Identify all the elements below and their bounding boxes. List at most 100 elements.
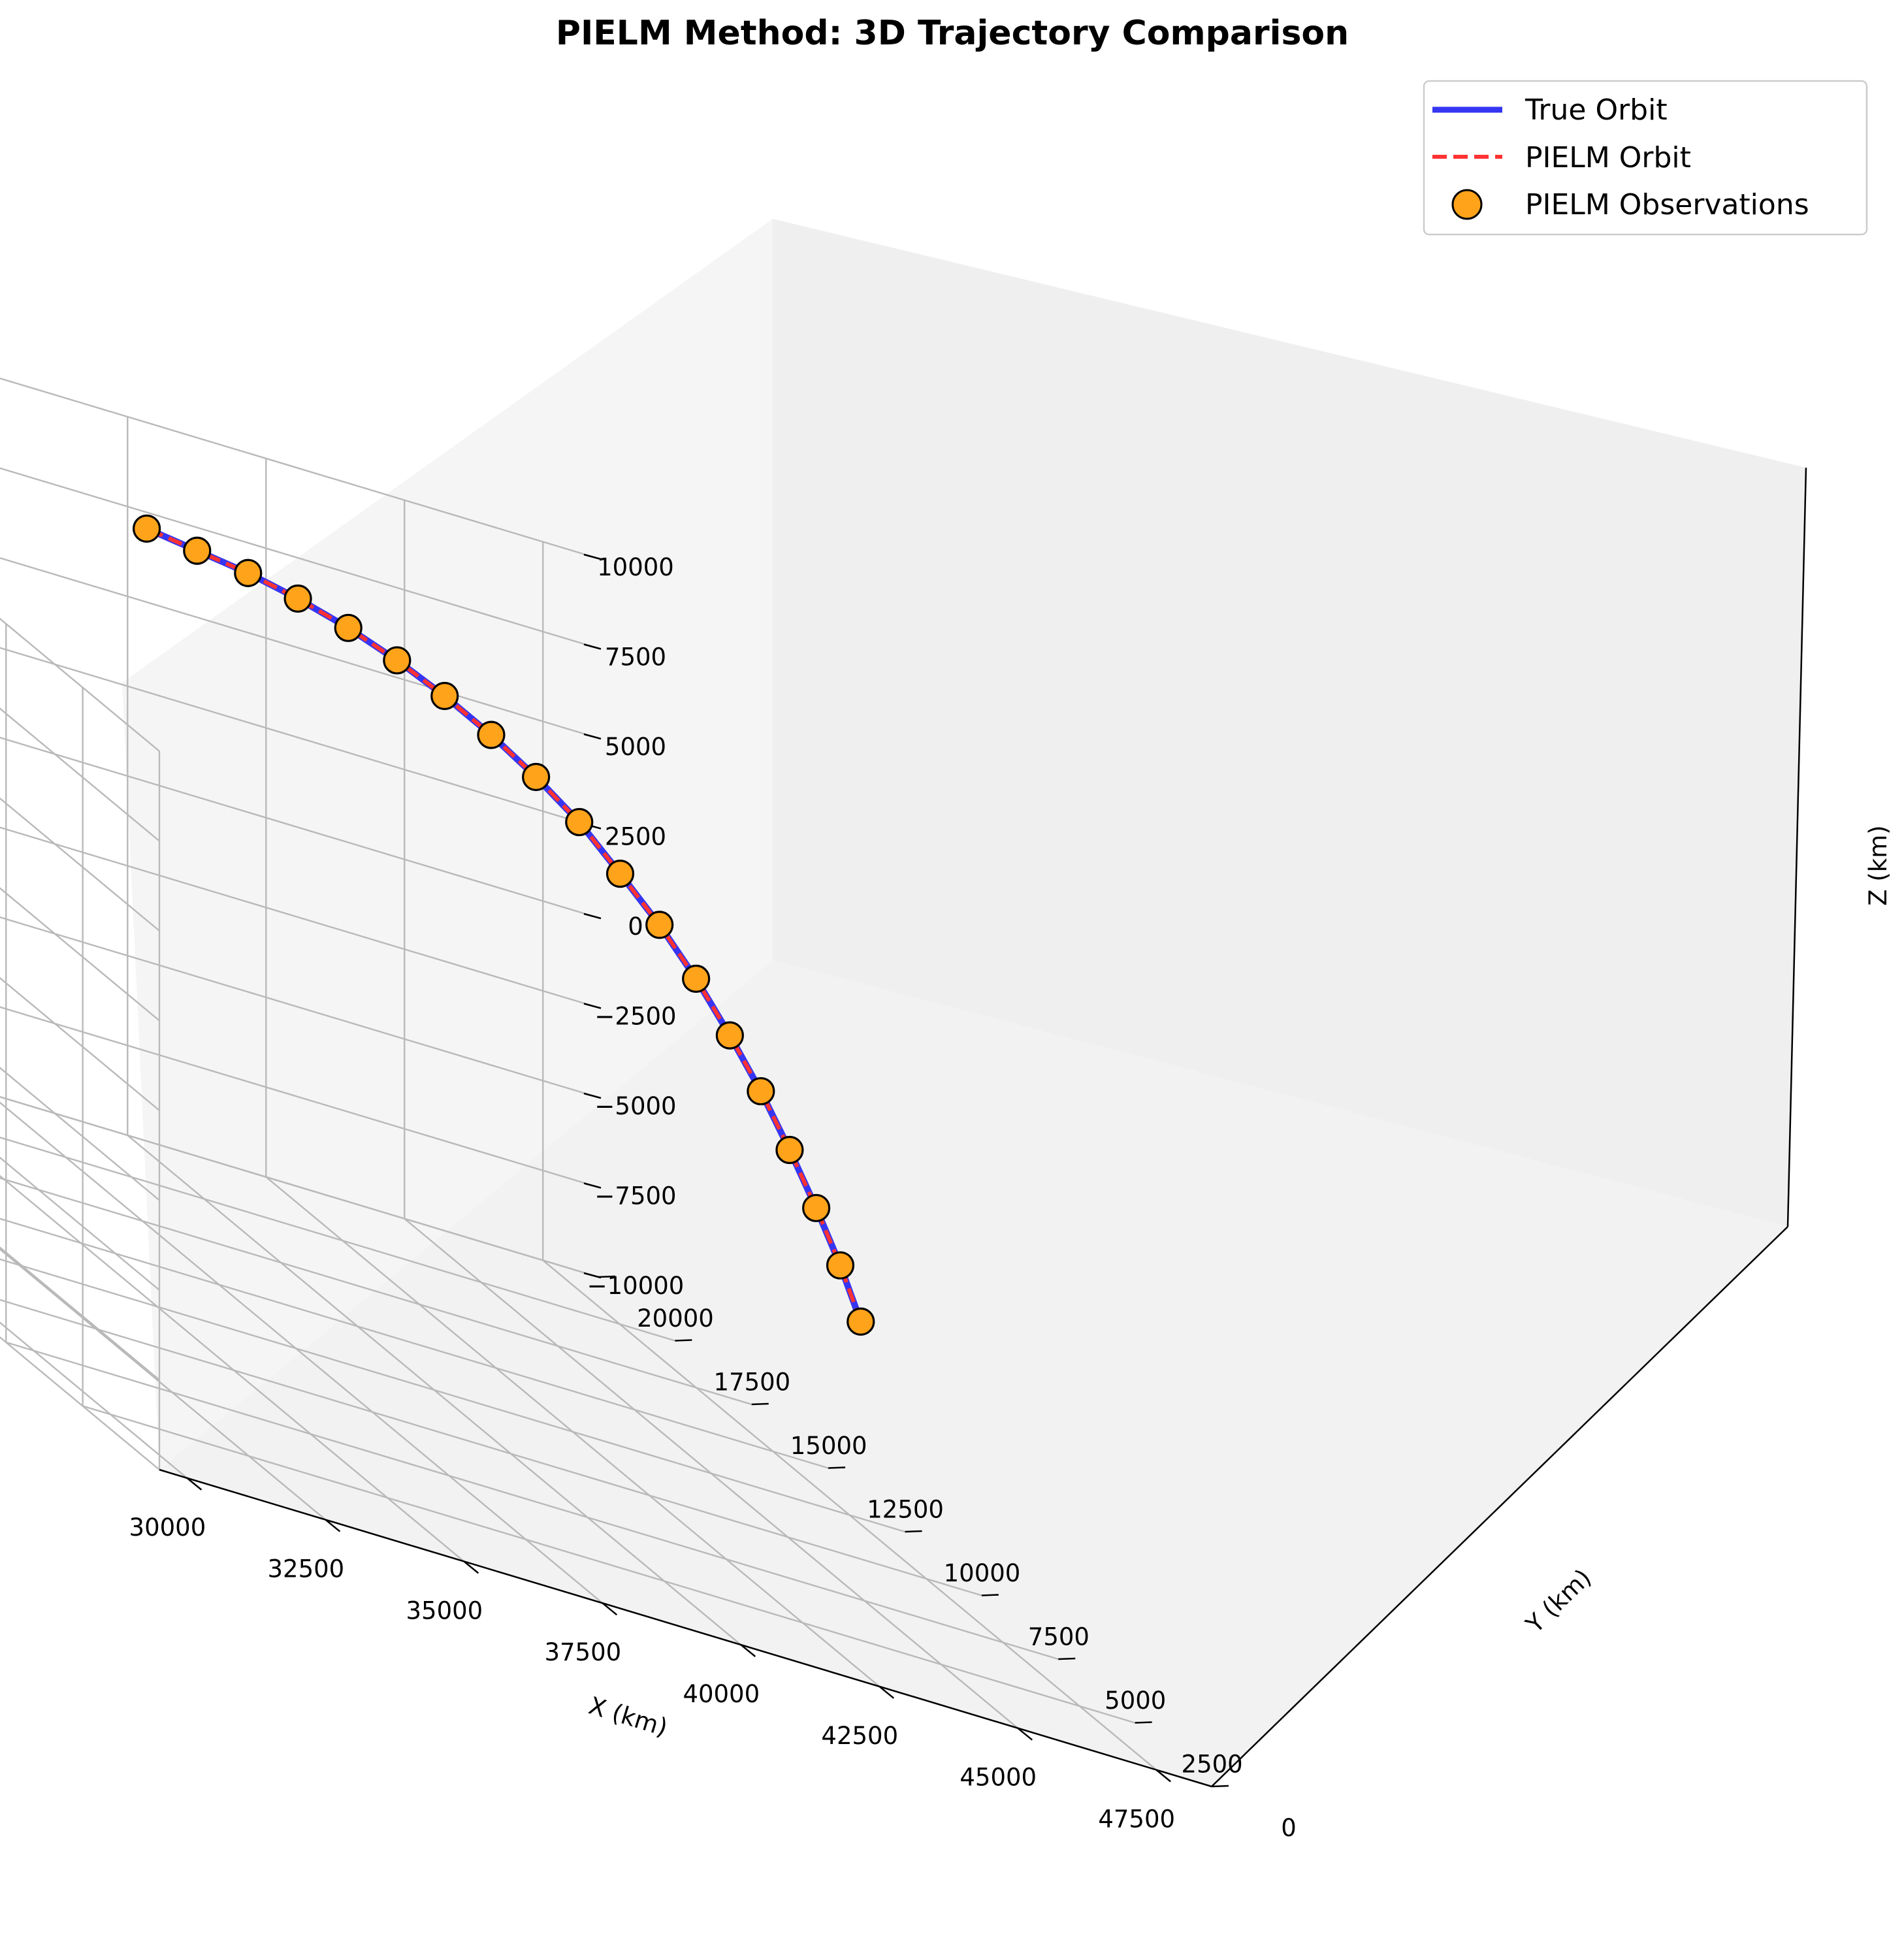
- z-axis-label: Z (km): [1864, 825, 1892, 905]
- chart-title: PIELM Method: 3D Trajectory Comparison: [556, 14, 1349, 53]
- observation-marker: [802, 1193, 831, 1223]
- legend-frame: [1423, 80, 1868, 236]
- z-tick: [583, 913, 602, 920]
- y-tick-label: 2500: [1182, 1751, 1243, 1779]
- y-gridline-floor: [0, 1177, 752, 1406]
- y-tick-label: 5000: [1105, 1687, 1166, 1715]
- y-gridline-floor: [82, 1405, 1135, 1724]
- legend-pielm-orbit-label: PIELM Orbit: [1525, 141, 1691, 174]
- left-pane: [122, 219, 773, 1470]
- z-tick: [583, 643, 602, 650]
- z-tick: [583, 1092, 602, 1099]
- y-tick: [598, 1275, 616, 1278]
- x-tick-label: 47500: [1098, 1805, 1175, 1833]
- y-gridline-floor: [0, 1137, 675, 1342]
- y-gridline-floor: [0, 1258, 905, 1533]
- axis-ticks: 30000 32500 35000 37500 40000 42500 45000 47500…: [129, 553, 1297, 1842]
- z-gridline-left: [0, 797, 160, 931]
- x-tick-label: 40000: [683, 1680, 760, 1708]
- trajectory: [133, 514, 875, 1336]
- z-tick-label: 5000: [605, 733, 666, 761]
- x-axis-label: X (km): [585, 1691, 671, 1741]
- z-gridline-left: [0, 707, 160, 842]
- y-axis-label: Y (km): [1520, 1564, 1596, 1639]
- z-tick-label: 7500: [605, 643, 666, 671]
- observation-marker: [775, 1135, 804, 1165]
- observation-marker: [383, 646, 411, 675]
- observation-marker: [334, 613, 363, 642]
- observation-marker: [477, 720, 506, 749]
- y-tick-label: 7500: [1028, 1623, 1089, 1651]
- z-gridline-left: [0, 617, 160, 752]
- z-gridline-back: [0, 1095, 599, 1278]
- y-gridline-floor: [0, 1218, 829, 1469]
- x-tick: [463, 1560, 479, 1574]
- y-tick: [981, 1594, 999, 1596]
- observation-marker: [430, 681, 459, 711]
- z-gridline-back: [0, 826, 599, 1009]
- observation-marker: [605, 859, 635, 888]
- x-tick: [1017, 1727, 1033, 1741]
- x-tick-label: 30000: [129, 1513, 206, 1542]
- x-tick: [1155, 1769, 1172, 1783]
- y-tick: [1135, 1721, 1152, 1724]
- z-gridline-left: [0, 887, 160, 1022]
- axis-edges: [159, 467, 1807, 1788]
- y-tick-label: 15000: [790, 1432, 867, 1460]
- z-tick-label: 2500: [605, 823, 666, 851]
- legend-observations-label: PIELM Observations: [1525, 188, 1809, 221]
- z-tick-label: 10000: [597, 553, 674, 581]
- z-tick: [583, 1003, 602, 1009]
- x-tick: [879, 1685, 895, 1699]
- z-gridline-left: [0, 1156, 160, 1291]
- z-tick: [583, 733, 602, 740]
- x-tick: [325, 1519, 341, 1532]
- observation-marker: [645, 911, 674, 939]
- legend: True Orbit PIELM Orbit PIELM Observation…: [1423, 80, 1868, 236]
- y-tick-label: 0: [1281, 1814, 1297, 1842]
- z-tick-label: −5000: [594, 1092, 676, 1120]
- z-tick-label: −7500: [594, 1182, 676, 1210]
- z-gridline-left: [0, 1336, 160, 1470]
- observation-marker: [183, 536, 212, 565]
- y-tick: [675, 1339, 692, 1342]
- z-tick: [583, 553, 602, 560]
- legend-observations-marker: [1451, 189, 1483, 220]
- observation-marker: [715, 1021, 744, 1050]
- observation-marker: [826, 1251, 855, 1280]
- grid-lines: [0, 377, 1212, 1788]
- x-tick-label: 32500: [268, 1555, 345, 1583]
- z-gridline-back: [0, 647, 599, 829]
- observation-marker: [682, 964, 711, 993]
- x-axis-line: [159, 1468, 1212, 1788]
- z-gridline-back: [0, 916, 599, 1099]
- z-gridline-back: [0, 467, 599, 649]
- z-tick: [583, 1272, 602, 1279]
- y-tick: [905, 1530, 922, 1533]
- x-gridline-floor: [0, 1321, 188, 1479]
- z-axis-line: [1786, 467, 1807, 1227]
- legend-true-orbit-label: True Orbit: [1525, 93, 1668, 127]
- y-gridline-floor: [5, 1341, 1059, 1660]
- observation-marker: [847, 1307, 875, 1336]
- observation-marker: [133, 514, 161, 543]
- z-gridline-back: [0, 1006, 599, 1188]
- x-tick: [602, 1602, 618, 1616]
- z-gridline-left: [0, 1246, 160, 1381]
- y-tick-label: 20000: [637, 1304, 714, 1333]
- observation-marker: [283, 584, 312, 613]
- y-axis-line: [1211, 1226, 1788, 1787]
- z-gridline-left: [0, 1067, 160, 1201]
- z-gridline-left: [0, 977, 160, 1111]
- z-tick-label: −2500: [594, 1003, 676, 1031]
- y-tick: [1058, 1657, 1076, 1660]
- y-gridline-floor: [0, 1299, 982, 1596]
- x-tick-label: 45000: [960, 1764, 1037, 1792]
- observation-marker: [565, 807, 594, 837]
- observation-marker: [522, 762, 551, 792]
- x-tick: [186, 1477, 202, 1491]
- observation-marker: [234, 558, 263, 587]
- z-tick-label: 0: [628, 913, 643, 941]
- z-tick: [583, 1182, 602, 1189]
- z-gridline-back: [0, 736, 599, 919]
